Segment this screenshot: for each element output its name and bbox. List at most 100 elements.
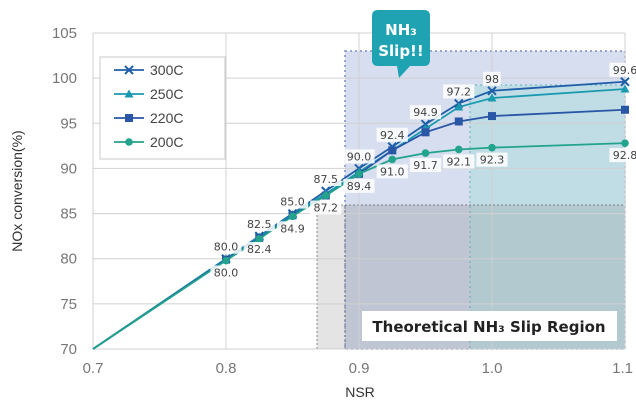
marker-circle: [222, 256, 230, 265]
data-label-bg: [409, 105, 442, 120]
data-label: 80.0: [210, 239, 242, 254]
marker-circle: [488, 143, 496, 152]
data-label-bg: [310, 200, 342, 215]
data-label: 82.5: [243, 217, 275, 232]
data-label-text: 98: [485, 73, 499, 86]
bubble-shape: [372, 10, 430, 78]
marker-triangle: [487, 93, 497, 102]
data-label: 84.9: [276, 221, 309, 236]
data-label-text: 91.7: [413, 159, 438, 172]
data-label: 92.8: [609, 148, 636, 163]
data-label: 94.9: [409, 105, 442, 120]
marker-triangle: [124, 89, 134, 98]
y-tick-label: 75: [60, 296, 77, 313]
data-label-bg: [376, 164, 408, 179]
data-label-text: 84.9: [280, 222, 305, 235]
region-label: Theoretical NH₃ Slip Region: [362, 311, 617, 341]
data-label: 92.1: [443, 154, 475, 169]
x-tick-label: 0.7: [83, 360, 104, 377]
data-label-bg: [310, 172, 342, 186]
x-tick-label: 1.0: [482, 360, 503, 377]
y-tick-label: 90: [60, 160, 77, 177]
data-label: 85.0: [276, 194, 309, 209]
data-label-text: 92.4: [380, 129, 405, 142]
y-tick-label: 85: [60, 206, 77, 223]
data-label: 82.4: [243, 242, 275, 257]
data-label: 89.4: [343, 178, 375, 193]
data-label-text: 87.5: [314, 173, 339, 186]
y-tick-label: 70: [60, 341, 77, 358]
bubble-line-2: Slip!!: [378, 42, 424, 60]
legend-item: 220C: [114, 110, 183, 126]
marker-square: [421, 128, 430, 137]
legend-label: 300C: [150, 62, 183, 78]
marker-triangle: [620, 84, 630, 93]
legend-item: 250C: [114, 86, 183, 102]
data-label-bg: [343, 178, 375, 193]
data-label: 87.2: [310, 200, 342, 215]
data-label-text: 92.1: [447, 155, 472, 168]
data-label-bg: [276, 221, 309, 236]
marker-circle: [321, 191, 330, 200]
legend-item: 200C: [114, 134, 183, 150]
data-label-bg: [483, 71, 501, 86]
data-label-text: 92.3: [480, 154, 505, 167]
data-label: 90.0: [343, 149, 375, 164]
axes: 70 75 80 85 90 95 100 105 0.7 0.8 0.9 1.0 1.1 NSR NOx …: [9, 25, 633, 400]
region-label-bg: [362, 311, 617, 341]
data-label-text: 85.0: [280, 196, 305, 209]
data-label-text: 94.9: [413, 106, 438, 119]
data-label: 98: [483, 71, 501, 86]
legend-item: 300C: [114, 62, 183, 78]
data-label-bg: [210, 265, 242, 280]
marker-circle: [388, 155, 397, 164]
data-label-text: 80.0: [214, 241, 239, 254]
x-tick-label: 0.9: [349, 360, 370, 377]
legend: 300C 250C 220C 200C: [99, 56, 226, 160]
y-axis-label: NOx conversion(%): [9, 130, 25, 251]
data-label-bg: [443, 84, 475, 99]
data-label-bg: [343, 149, 375, 164]
marker-circle: [355, 170, 363, 178]
data-label: 91.7: [409, 158, 442, 173]
marker-x: [620, 77, 630, 87]
marker-circle: [255, 235, 264, 243]
data-label-bg: [276, 194, 309, 209]
data-label-bg: [476, 152, 508, 167]
legend-label: 250C: [150, 86, 183, 102]
marker-circle: [288, 212, 297, 221]
data-label-text: 87.2: [314, 202, 339, 215]
data-label-bg: [243, 217, 275, 232]
data-label-text: 99.6: [613, 64, 636, 77]
marker-circle: [421, 149, 430, 157]
data-labels: 80.0 82.5 85.0 87.5 90.0 92.4 94.9 97.2 98 99.6 80…: [210, 62, 636, 280]
marker-square: [454, 117, 463, 126]
y-tick-label: 100: [52, 70, 77, 87]
marker-circle: [454, 145, 463, 154]
data-label-bg: [243, 242, 275, 257]
data-label-text: 82.4: [247, 243, 272, 256]
data-label-text: 92.8: [613, 149, 636, 162]
marker-square: [388, 146, 397, 155]
data-label: 80.0: [210, 265, 242, 280]
data-label-bg: [609, 148, 636, 163]
y-tick-label: 95: [60, 115, 77, 132]
data-label: 87.5: [310, 172, 342, 186]
data-label-text: 90.0: [347, 150, 372, 163]
marker-circle: [125, 138, 133, 146]
x-axis-label: NSR: [345, 384, 375, 400]
grid-lines: [92, 32, 626, 350]
data-label: 92.3: [476, 152, 508, 167]
data-label: 92.4: [376, 127, 408, 142]
legend-label: 220C: [150, 110, 183, 126]
marker-square: [621, 105, 629, 114]
y-tick-label: 80: [60, 251, 77, 268]
annotations: NH₃ Slip!! Theoretical NH₃ Slip Region: [362, 10, 617, 341]
data-label-text: 97.2: [447, 85, 472, 98]
data-label-bg: [443, 154, 475, 169]
data-label-bg: [609, 62, 636, 77]
data-label-bg: [376, 127, 408, 142]
data-label-text: 82.5: [247, 218, 272, 231]
y-tick-label: 105: [52, 25, 77, 42]
